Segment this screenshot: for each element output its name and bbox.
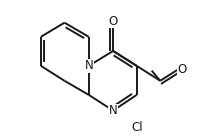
Text: O: O xyxy=(178,63,187,76)
Text: N: N xyxy=(84,59,93,72)
Text: O: O xyxy=(108,15,118,28)
Text: N: N xyxy=(109,104,117,117)
Text: Cl: Cl xyxy=(131,121,143,134)
